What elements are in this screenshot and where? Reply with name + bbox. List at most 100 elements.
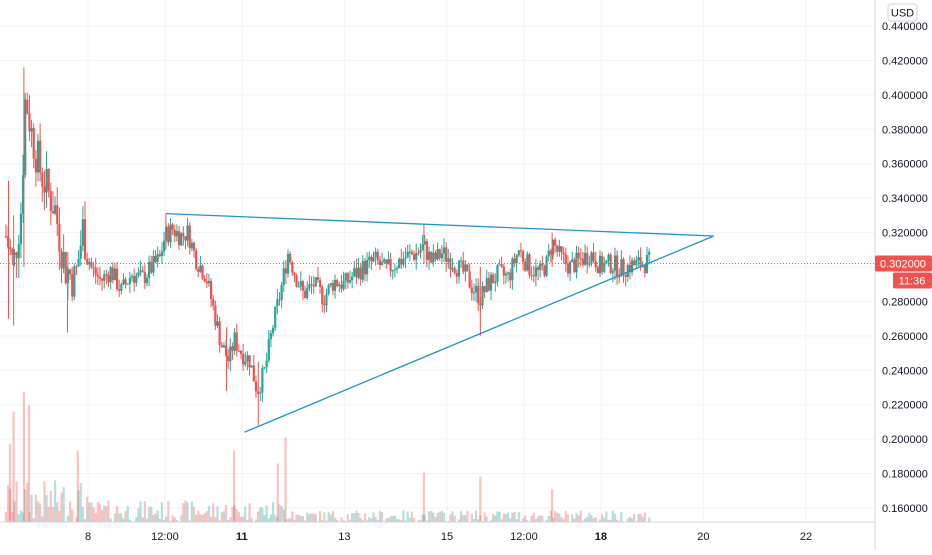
candle-body xyxy=(99,277,101,279)
candle-body xyxy=(364,261,366,274)
volume-bar xyxy=(575,513,577,522)
candle-body xyxy=(469,271,471,287)
volume-bar xyxy=(462,515,464,522)
volume-bar xyxy=(567,514,569,522)
candle-body xyxy=(338,285,340,286)
last-price-label: 0.302000 xyxy=(880,259,926,271)
volume-bar xyxy=(295,515,297,522)
candle-body xyxy=(370,257,372,262)
volume-bar xyxy=(605,511,607,522)
candle-body xyxy=(152,256,154,273)
candle-body xyxy=(571,259,573,261)
candle-body xyxy=(206,281,208,283)
volume-bar xyxy=(223,511,225,522)
candle-body xyxy=(486,278,488,292)
candle-body xyxy=(131,276,133,278)
time-tick-label: 15 xyxy=(441,531,453,543)
candle-body xyxy=(308,284,310,288)
volume-bar xyxy=(533,513,535,522)
currency-badge[interactable]: USD xyxy=(888,4,917,21)
volume-bar xyxy=(95,513,97,522)
candle-body xyxy=(11,249,13,255)
candle-body xyxy=(573,259,575,272)
volume-bar xyxy=(114,514,116,522)
volume-bar xyxy=(298,515,300,522)
volume-bar xyxy=(518,512,520,522)
volume-bar xyxy=(484,512,486,522)
candle-body xyxy=(30,128,32,131)
volume-bar xyxy=(193,507,195,522)
volume-bar xyxy=(505,514,507,522)
volume-bar xyxy=(531,516,533,522)
candle-body xyxy=(157,254,159,262)
volume-bar xyxy=(110,518,112,522)
candle-body xyxy=(379,260,381,265)
candle-body xyxy=(193,243,195,251)
volume-bar xyxy=(142,517,144,522)
volume-bar xyxy=(428,511,430,522)
candle-body xyxy=(82,219,84,245)
volume-bar xyxy=(319,511,321,522)
candle-body xyxy=(244,361,246,364)
volume-bar xyxy=(165,517,167,522)
volume-bar xyxy=(612,511,614,522)
volume-bar xyxy=(204,513,206,522)
candle-body xyxy=(415,253,417,260)
volume-bar xyxy=(259,507,261,522)
candle-body xyxy=(319,280,321,287)
volume-bar xyxy=(116,506,118,522)
volume-bar xyxy=(39,504,41,522)
candle-body xyxy=(43,187,45,193)
volume-bar xyxy=(306,513,308,522)
trendline-lower[interactable] xyxy=(244,236,713,432)
volume-bar xyxy=(7,485,9,522)
volume-bar xyxy=(50,491,52,522)
volume-bar xyxy=(548,516,550,522)
candle-body xyxy=(586,253,588,265)
candle-body xyxy=(473,292,475,293)
candle-body xyxy=(110,268,112,283)
price-tick-label: 0.400000 xyxy=(882,90,928,102)
candle-body xyxy=(349,280,351,282)
volume-bars xyxy=(5,392,650,522)
volume-bar xyxy=(471,514,473,522)
candle-body xyxy=(430,252,432,263)
volume-bar xyxy=(439,512,441,522)
candle-body xyxy=(221,345,223,348)
volume-bar xyxy=(197,510,199,522)
candle-body xyxy=(283,268,285,285)
volume-bar xyxy=(161,502,163,522)
candle-body xyxy=(313,285,315,287)
candle-body xyxy=(640,257,642,266)
volume-bar xyxy=(385,518,387,522)
countdown-badge: 11:36 xyxy=(893,273,932,289)
candle-body xyxy=(251,365,253,367)
volume-bar xyxy=(486,516,488,522)
candle-body xyxy=(263,367,265,368)
volume-bar xyxy=(430,511,432,522)
candle-body xyxy=(545,256,547,275)
candle-body xyxy=(543,266,545,276)
candle-body xyxy=(268,339,270,361)
volume-bar xyxy=(225,505,227,522)
volume-bar xyxy=(150,507,152,522)
volume-bar xyxy=(357,513,359,522)
volume-bar xyxy=(644,513,646,522)
candle-body xyxy=(436,249,438,260)
candle-body xyxy=(137,273,139,276)
candle-body xyxy=(413,254,415,259)
volume-bar xyxy=(118,513,120,522)
candle-body xyxy=(163,241,165,252)
candle-body xyxy=(334,280,336,291)
volume-bar xyxy=(30,495,32,522)
volume-bar xyxy=(5,512,7,522)
volume-bar xyxy=(411,512,413,522)
candle-body xyxy=(516,256,518,264)
candle-body xyxy=(575,253,577,272)
candle-body xyxy=(54,205,56,213)
volume-bar xyxy=(434,517,436,522)
trendlines[interactable] xyxy=(166,214,714,433)
volume-bar xyxy=(355,510,357,522)
